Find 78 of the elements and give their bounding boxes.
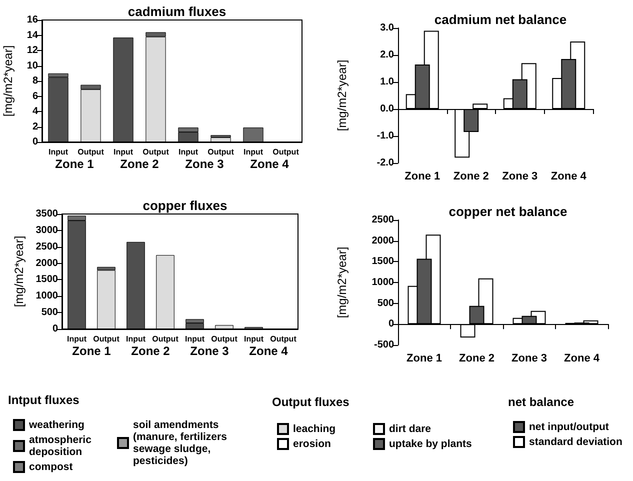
y-tick-label: -1.0 [376, 130, 394, 142]
x-tick-label: Output [208, 148, 234, 156]
y-tick-label: 4 [32, 106, 38, 117]
x-tick-label: Zone 1 [406, 352, 442, 364]
y-axis-title: [mg/m2*year] [335, 60, 349, 132]
y-tick-label: 2500 [36, 241, 58, 252]
x-tick-label: Input [66, 334, 87, 344]
x-tick-label: Zone 4 [564, 352, 600, 364]
chart-title: copper net balance [448, 204, 568, 219]
y-tick-label: 10 [26, 60, 38, 72]
text: Intput fluxes [8, 393, 80, 407]
text: Output fluxes [272, 395, 350, 409]
x-tick-label: Output [78, 148, 104, 156]
y-axis-title: [mg/m2*year] [1, 45, 15, 117]
y-tick-label: 16 [26, 14, 38, 26]
y-tick-label: 8 [32, 76, 38, 86]
legend-label: standard deviation [529, 436, 622, 448]
y-tick-label: 2000 [36, 258, 58, 269]
x-tick-label: Zone 2 [453, 170, 489, 182]
y-tick-label: 3500 [36, 208, 58, 220]
y-tick-label: 1500 [36, 274, 58, 286]
y-tick-label: -500 [374, 340, 394, 350]
legend-title: net balance [508, 395, 574, 409]
y-tick-label: 0 [32, 136, 38, 148]
y-tick-label: 0.0 [380, 104, 394, 114]
y-tick-label: 1500 [372, 256, 394, 268]
y-tick-label: -2.0 [376, 158, 394, 168]
x-tick-label: Zone 4 [550, 170, 588, 182]
y-tick-label: 14 [26, 30, 38, 41]
x-tick-label: Output [211, 334, 238, 344]
y-axis-title: [mg/m2*year] [12, 236, 26, 308]
y-tick-label: 0 [52, 324, 58, 334]
y-tick-label: 2 [32, 121, 38, 132]
legend-label: compost [29, 461, 74, 473]
legend-label: net input/output [529, 421, 610, 433]
y-tick-label: 2.0 [380, 50, 394, 60]
y-tick-label: 3.0 [380, 22, 394, 34]
y-tick-label: 1000 [36, 290, 58, 302]
x-tick-label: Input [126, 334, 146, 344]
x-tick-label: Input [48, 148, 68, 156]
x-tick-label: Output [152, 334, 179, 344]
text: Zone 4 [250, 157, 290, 171]
y-tick-label: 12 [26, 45, 38, 56]
chart-title: copper fluxes [142, 198, 228, 213]
x-tick-label: Output [93, 334, 120, 344]
legend-label: uptake by plants [389, 438, 472, 450]
x-tick-label: Input [113, 148, 134, 156]
legend-label: weathering [28, 419, 84, 431]
x-tick-label: Input [178, 148, 198, 156]
chart-title: cadmium net balance [434, 12, 567, 27]
x-tick-label: Zone 1 [404, 170, 440, 182]
y-tick-label: 6 [32, 90, 38, 102]
y-tick-label: 3000 [36, 224, 58, 236]
legend-label: leaching [293, 423, 336, 435]
y-tick-label: 2000 [372, 235, 394, 246]
y-axis-title: [mg/m2*year] [335, 246, 349, 318]
x-tick-label: Zone 3 [502, 170, 538, 182]
y-tick-label: 2500 [372, 214, 394, 226]
y-tick-label: 1.0 [380, 76, 394, 88]
x-tick-label: Output [270, 334, 297, 344]
legend-label: erosion [293, 438, 331, 450]
legend-label: dirt dare [389, 423, 432, 435]
chart-title: cadmium fluxes [128, 4, 226, 19]
text: Zone 3 [185, 157, 224, 171]
x-tick-label: Output [142, 148, 170, 156]
x-tick-label: Output [272, 148, 300, 156]
y-tick-label: 500 [377, 298, 394, 309]
x-tick-label: Input [244, 334, 264, 344]
text: Zone 2 [120, 157, 160, 171]
x-tick-label: Input [243, 148, 264, 156]
text: Zone 1 [55, 157, 94, 171]
legend-label: soil amendments (manure, fertilizers sewage sludge, pesticides) [133, 419, 230, 467]
y-tick-label: 1000 [372, 277, 394, 288]
y-tick-label: 0 [388, 318, 394, 330]
x-tick-label: Input [184, 334, 205, 344]
y-tick-label: 500 [41, 307, 58, 318]
x-tick-label: Zone 2 [459, 352, 494, 364]
x-tick-label: Zone 3 [512, 352, 547, 364]
